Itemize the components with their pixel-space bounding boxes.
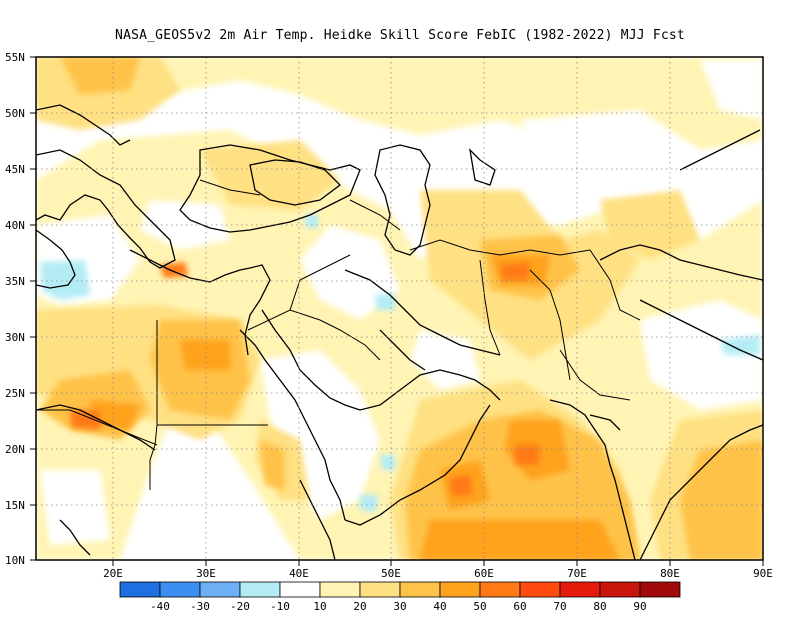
colorbar-swatch [159, 581, 201, 598]
colorbar-label: -30 [190, 600, 210, 613]
colorbar-label: 60 [513, 600, 526, 613]
tick-marks [30, 56, 764, 566]
lon-label-20e: 20E [103, 567, 123, 580]
colorbar-swatch [439, 581, 481, 598]
lat-label-10n: 10N [5, 554, 25, 567]
colorbar-label: 20 [353, 600, 366, 613]
lat-label-25n: 25N [5, 387, 25, 400]
colorbar-swatch [599, 581, 641, 598]
colorbar-label: -40 [150, 600, 170, 613]
colorbar-swatch [519, 581, 561, 598]
lat-label-35n: 35N [5, 275, 25, 288]
colorbar-swatch [199, 581, 241, 598]
colorbar-label: 70 [553, 600, 566, 613]
colorbar-swatch [639, 581, 681, 598]
colorbar-swatch [479, 581, 521, 598]
colorbar-swatch [279, 581, 321, 598]
plot-frame [35, 56, 764, 561]
gridlines [36, 57, 763, 560]
lon-label-60e: 60E [474, 567, 494, 580]
colorbar: -40 -30 -20 -10 10 20 30 40 50 60 70 80 … [119, 581, 681, 613]
colorbar-label: 80 [593, 600, 606, 613]
lat-label-20n: 20N [5, 443, 25, 456]
colorbar-label: 10 [313, 600, 326, 613]
colorbar-label: 50 [473, 600, 486, 613]
colorbar-swatch [559, 581, 601, 598]
lon-label-80e: 80E [660, 567, 680, 580]
latitude-labels: 55N 50N 45N 40N 35N 30N 25N 20N 15N 10N [5, 51, 25, 567]
colorbar-swatch [359, 581, 401, 598]
lon-label-90e: 90E [753, 567, 773, 580]
colorbar-label: 30 [393, 600, 406, 613]
colorbar-swatch [119, 581, 161, 598]
colorbar-swatch [399, 581, 441, 598]
lat-label-50n: 50N [5, 107, 25, 120]
lon-label-30e: 30E [196, 567, 216, 580]
colorbar-label: 90 [633, 600, 646, 613]
lon-label-50e: 50E [381, 567, 401, 580]
lat-label-45n: 45N [5, 163, 25, 176]
colorbar-label: -20 [230, 600, 250, 613]
lon-label-40e: 40E [289, 567, 309, 580]
longitude-labels: 20E 30E 40E 50E 60E 70E 80E 90E [103, 567, 773, 580]
colorbar-swatch [319, 581, 361, 598]
coastlines [36, 104, 763, 560]
colorbar-swatch [239, 581, 281, 598]
lon-label-70e: 70E [567, 567, 587, 580]
lat-label-30n: 30N [5, 331, 25, 344]
lat-label-55n: 55N [5, 51, 25, 64]
lat-label-40n: 40N [5, 219, 25, 232]
map-title: NASA_GEOS5v2 2m Air Temp. Heidke Skill S… [115, 28, 685, 43]
colorbar-label: -10 [270, 600, 290, 613]
colorbar-swatches [119, 581, 681, 598]
lat-label-15n: 15N [5, 499, 25, 512]
country-borders [36, 179, 641, 490]
colorbar-label: 40 [433, 600, 446, 613]
colorbar-labels: -40 -30 -20 -10 10 20 30 40 50 60 70 80 … [150, 600, 647, 613]
